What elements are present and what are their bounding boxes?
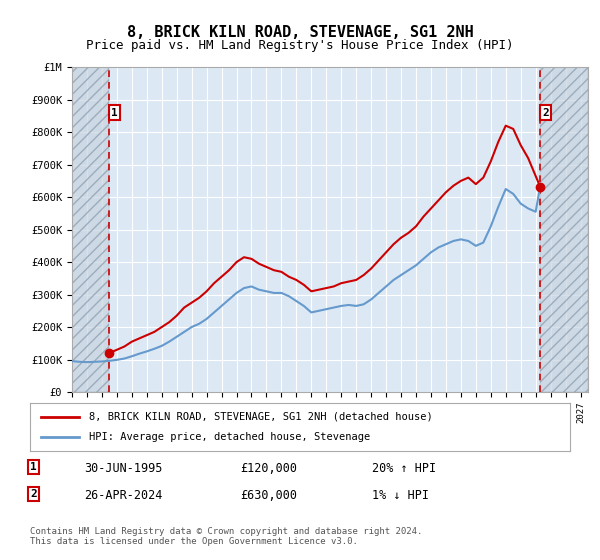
- Text: 30-JUN-1995: 30-JUN-1995: [84, 462, 163, 475]
- Text: 8, BRICK KILN ROAD, STEVENAGE, SG1 2NH (detached house): 8, BRICK KILN ROAD, STEVENAGE, SG1 2NH (…: [89, 412, 433, 422]
- Bar: [72, 67, 109, 392]
- Text: 2: 2: [542, 108, 548, 118]
- Text: 2: 2: [30, 489, 37, 499]
- Text: HPI: Average price, detached house, Stevenage: HPI: Average price, detached house, Stev…: [89, 432, 371, 442]
- Text: £120,000: £120,000: [240, 462, 297, 475]
- Text: Price paid vs. HM Land Registry's House Price Index (HPI): Price paid vs. HM Land Registry's House …: [86, 39, 514, 52]
- Text: 8, BRICK KILN ROAD, STEVENAGE, SG1 2NH: 8, BRICK KILN ROAD, STEVENAGE, SG1 2NH: [127, 25, 473, 40]
- Text: £630,000: £630,000: [240, 489, 297, 502]
- Text: 1: 1: [30, 462, 37, 472]
- Text: Contains HM Land Registry data © Crown copyright and database right 2024.
This d: Contains HM Land Registry data © Crown c…: [30, 526, 422, 546]
- Text: 1% ↓ HPI: 1% ↓ HPI: [372, 489, 429, 502]
- Text: 1: 1: [111, 108, 118, 118]
- Bar: [540, 67, 588, 392]
- Text: 20% ↑ HPI: 20% ↑ HPI: [372, 462, 436, 475]
- Text: 26-APR-2024: 26-APR-2024: [84, 489, 163, 502]
